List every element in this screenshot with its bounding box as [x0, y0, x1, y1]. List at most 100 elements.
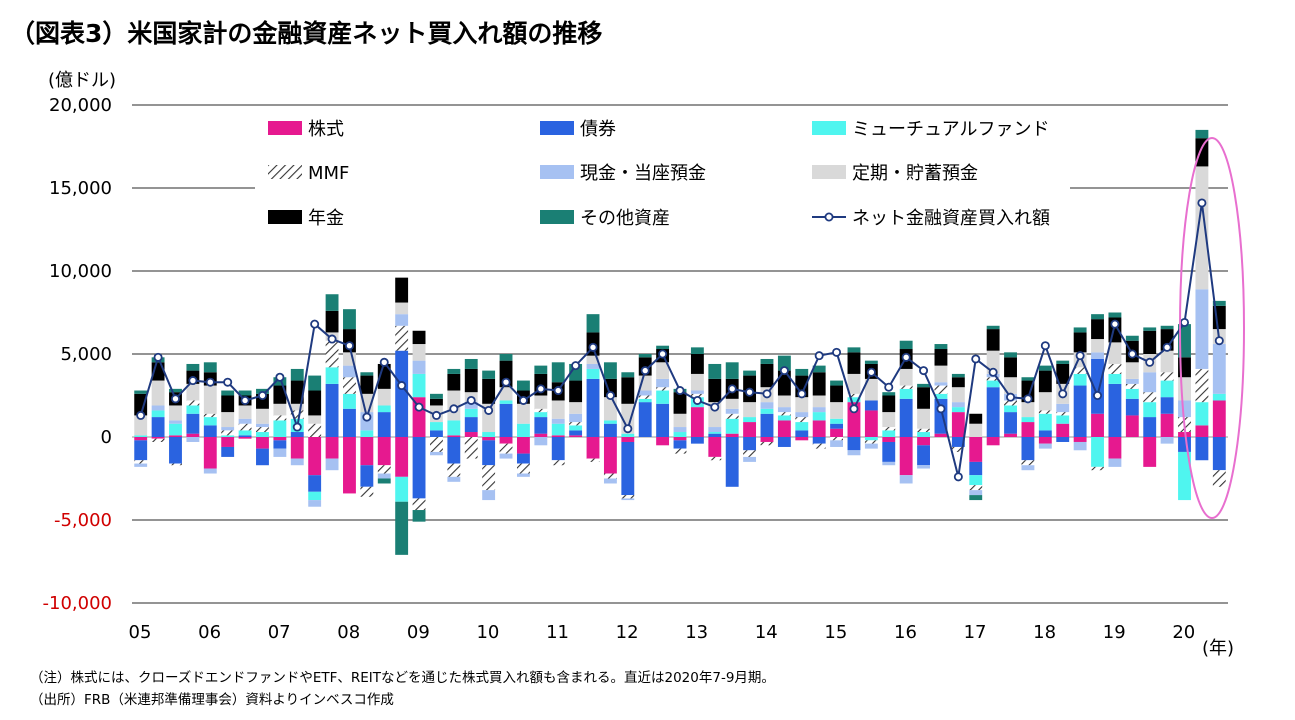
net-point — [919, 366, 929, 376]
bar-stocks — [516, 437, 530, 454]
x-tick-label: 14 — [755, 622, 778, 643]
bar-bonds — [882, 441, 896, 462]
legend-label-bonds: 債券 — [580, 119, 616, 140]
bar-other — [847, 347, 861, 353]
bar-other — [464, 358, 478, 369]
net-point — [501, 377, 511, 387]
bar-mutual — [1091, 437, 1104, 467]
bar-mutual — [1038, 413, 1052, 431]
bar-deposits — [586, 355, 600, 364]
bar-bonds — [690, 437, 704, 444]
net-point — [1145, 357, 1155, 367]
bar-pension — [934, 349, 948, 366]
bar-other — [969, 495, 983, 501]
highlight-ellipse — [1179, 137, 1245, 519]
net-point — [675, 386, 685, 396]
bar-cash — [203, 468, 217, 474]
legend-swatch — [540, 210, 574, 224]
bar-deposits — [847, 373, 861, 394]
net-point — [518, 395, 528, 405]
bar-other — [986, 325, 1000, 330]
net-point — [1197, 198, 1207, 208]
bar-stocks — [238, 437, 252, 439]
net-line-series — [136, 198, 1224, 482]
net-point — [1110, 319, 1120, 329]
bar-mutual — [656, 390, 670, 404]
bar-mutual — [812, 412, 826, 421]
bar-deposits — [534, 395, 548, 409]
bar-bonds — [969, 461, 983, 476]
bar-mmf — [864, 440, 878, 444]
bar-mmf — [1108, 363, 1122, 374]
bar-other — [290, 368, 304, 381]
net-point — [431, 410, 441, 420]
bar-mmf — [847, 393, 861, 398]
bar-other — [203, 362, 217, 373]
bar-mmf — [412, 498, 426, 511]
net-point — [292, 422, 302, 432]
bar-bonds — [360, 465, 374, 487]
x-tick-label: 20 — [1172, 622, 1195, 643]
bar-cash — [1021, 465, 1035, 471]
bar-bonds — [256, 448, 269, 466]
bar-pension — [1195, 138, 1209, 167]
bar-stocks — [499, 437, 513, 444]
net-point — [327, 334, 337, 344]
bar-mutual — [1056, 415, 1070, 424]
bar-deposits — [1108, 342, 1122, 364]
bar-mmf — [673, 448, 687, 454]
bar-cash — [430, 451, 443, 456]
bar-other — [777, 355, 791, 371]
bar-stocks — [1212, 400, 1226, 437]
bar-stocks — [273, 437, 287, 441]
net-point — [1127, 349, 1137, 359]
bar-other — [169, 388, 182, 393]
bar-other — [603, 362, 617, 379]
bar-mmf — [464, 437, 478, 459]
bar-mmf — [812, 443, 826, 449]
bar-stocks — [377, 437, 391, 466]
bar-deposits — [1091, 339, 1104, 353]
bar-deposits — [795, 397, 809, 413]
bar-deposits — [656, 362, 670, 379]
bar-mmf — [1004, 400, 1017, 406]
bar-stocks — [743, 422, 757, 437]
bar-cash — [690, 390, 704, 394]
bar-mutual — [1073, 373, 1087, 386]
bar-bonds — [777, 437, 791, 447]
bar-mutual — [186, 405, 200, 414]
bar-bonds — [238, 435, 252, 437]
bar-mmf — [690, 393, 704, 398]
bar-cash — [882, 461, 896, 466]
bar-cash — [795, 412, 809, 418]
net-point — [797, 389, 807, 399]
bar-mmf — [1125, 383, 1139, 389]
net-point — [745, 387, 755, 397]
bar-cash — [221, 427, 235, 431]
net-point — [901, 352, 911, 362]
bar-cash — [934, 382, 948, 386]
bar-mmf — [899, 385, 913, 389]
bar-cash — [395, 314, 409, 326]
net-point — [1040, 341, 1050, 351]
bar-mmf — [1073, 367, 1087, 374]
bar-mmf — [238, 423, 252, 431]
x-tick-label: 15 — [824, 622, 847, 643]
net-point — [257, 390, 267, 400]
bar-pension — [621, 377, 635, 404]
net-point — [605, 390, 615, 400]
bar-bonds — [395, 350, 409, 437]
x-axis-ticks: 05 06 07 08 09 10 11 12 13 14 15 16 17 18 19 20 — [129, 622, 1196, 643]
bar-other — [656, 345, 670, 350]
bar-deposits — [830, 402, 844, 419]
bar-cash — [1056, 403, 1070, 413]
bar-other — [1125, 335, 1139, 341]
net-point — [866, 367, 876, 377]
net-point — [170, 394, 180, 404]
bar-deposits — [412, 344, 426, 361]
net-point — [223, 377, 233, 387]
bar-stocks — [812, 420, 826, 437]
bar-stocks — [534, 433, 548, 437]
bar-cash — [569, 413, 583, 423]
